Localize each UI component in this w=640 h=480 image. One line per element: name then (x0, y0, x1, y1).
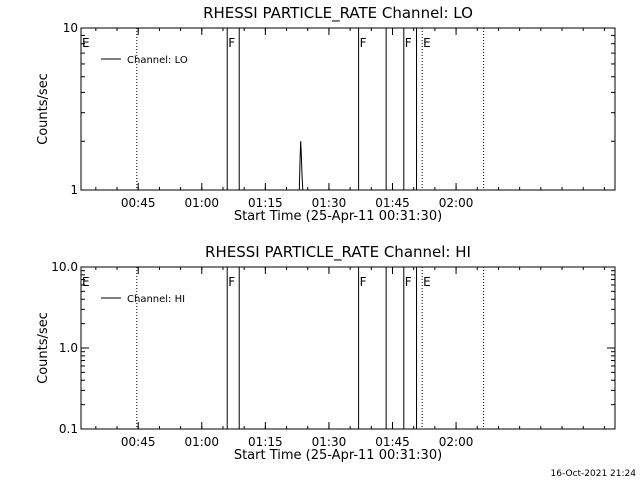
plot-frame (80, 27, 616, 191)
marker-e: E (423, 275, 431, 289)
legend-entry: Channel: LO (127, 55, 188, 66)
chart-title: RHESSI PARTICLE_RATE Channel: HI (205, 243, 471, 262)
x-tick-label: 01:45 (375, 435, 410, 449)
x-tick-label: 02:00 (439, 196, 474, 210)
x-tick-label: 00:45 (121, 196, 156, 210)
marker-f: F (360, 275, 367, 289)
legend: Channel: LO (101, 55, 188, 66)
x-tick-label: 01:15 (248, 196, 283, 210)
marker-f: F (228, 36, 235, 50)
chart-panel-hi: RHESSI PARTICLE_RATE Channel: HI 00:45 01:… (36, 243, 616, 463)
x-tick-label: 01:15 (248, 435, 283, 449)
y-tick-label: 10.0 (51, 260, 78, 274)
marker-f: F (228, 275, 235, 289)
marker-e: E (82, 275, 90, 289)
timestamp-label: 16-Oct-2021 21:24 (551, 469, 637, 479)
x-tick-label: 01:30 (312, 196, 347, 210)
y-tick-label: 10 (63, 21, 78, 35)
y-axis: 1 10 (63, 21, 615, 197)
x-axis-label: Start Time (25-Apr-11 00:31:30) (234, 209, 442, 224)
x-tick-label: 00:45 (121, 435, 156, 449)
x-axis-label: Start Time (25-Apr-11 00:31:30) (234, 448, 442, 463)
series-line-lo (298, 141, 304, 191)
y-axis-label: Counts/sec (36, 73, 51, 145)
y-tick-label: 1.0 (59, 341, 78, 355)
x-tick-label: 01:00 (184, 435, 219, 449)
chart-panel-lo: RHESSI PARTICLE_RATE Channel: LO 00:45 01:… (36, 4, 616, 224)
marker-f: F (405, 275, 412, 289)
y-tick-label: 1 (70, 183, 78, 197)
legend: Channel: HI (101, 294, 185, 305)
x-axis: 00:45 01:00 01:15 01:30 01:45 02:00 (95, 28, 605, 210)
x-tick-label: 01:45 (375, 196, 410, 210)
marker-e: E (423, 36, 431, 50)
marker-f: F (405, 36, 412, 50)
y-tick-label: 0.1 (59, 422, 78, 436)
x-tick-label: 01:00 (184, 196, 219, 210)
y-axis-label: Counts/sec (36, 312, 51, 384)
marker-f: F (360, 36, 367, 50)
x-axis: 00:45 01:00 01:15 01:30 01:45 02:00 (95, 267, 605, 449)
x-tick-label: 01:30 (312, 435, 347, 449)
chart-title: RHESSI PARTICLE_RATE Channel: LO (203, 4, 473, 23)
legend-entry: Channel: HI (127, 294, 185, 305)
x-tick-label: 02:00 (439, 435, 474, 449)
marker-e: E (82, 36, 90, 50)
y-axis: 0.1 1.0 10.0 (51, 260, 615, 436)
